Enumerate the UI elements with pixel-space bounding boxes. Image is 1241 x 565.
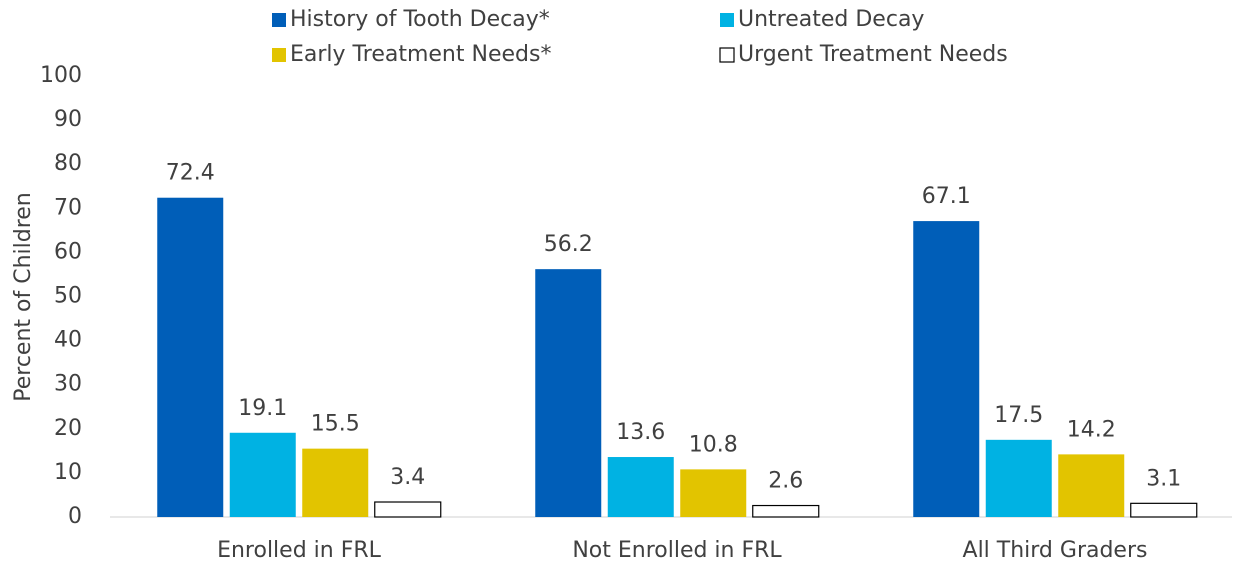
x-tick-label: Not Enrolled in FRL xyxy=(572,538,782,563)
bar xyxy=(1058,454,1125,517)
data-label: 67.1 xyxy=(922,184,971,209)
data-label: 19.1 xyxy=(238,396,287,421)
data-label: 3.1 xyxy=(1146,466,1181,491)
data-label: 17.5 xyxy=(994,403,1043,428)
y-tick-label: 0 xyxy=(68,504,82,529)
y-tick-label: 20 xyxy=(54,416,82,441)
bar xyxy=(229,432,296,517)
x-tick-label: All Third Graders xyxy=(963,538,1148,563)
data-label: 56.2 xyxy=(544,232,593,257)
legend-label: Early Treatment Needs* xyxy=(290,42,551,67)
legend-swatch xyxy=(720,13,734,27)
y-tick-label: 50 xyxy=(54,284,82,309)
y-tick-label: 100 xyxy=(40,63,82,88)
data-label: 2.6 xyxy=(768,469,803,494)
data-label: 10.8 xyxy=(689,432,738,457)
legend-label: Urgent Treatment Needs xyxy=(738,42,1008,67)
legend-swatch xyxy=(272,13,286,27)
y-tick-label: 90 xyxy=(54,107,82,132)
x-tick-label: Enrolled in FRL xyxy=(217,538,382,563)
bar xyxy=(752,504,820,518)
bar xyxy=(535,269,602,517)
bar xyxy=(374,501,442,518)
y-tick-label: 30 xyxy=(54,372,82,397)
y-tick-label: 60 xyxy=(54,239,82,264)
data-label: 72.4 xyxy=(166,161,215,186)
bar xyxy=(302,448,369,517)
bar xyxy=(913,221,980,518)
legend-label: Untreated Decay xyxy=(738,7,924,32)
y-axis-title: Percent of Children xyxy=(11,192,36,402)
y-tick-label: 10 xyxy=(54,460,82,485)
y-tick-label: 80 xyxy=(54,151,82,176)
data-label: 3.4 xyxy=(390,465,425,490)
legend-label: History of Tooth Decay* xyxy=(290,7,550,32)
data-label: 13.6 xyxy=(616,420,665,445)
bar xyxy=(1130,502,1198,518)
bar xyxy=(607,457,674,517)
y-tick-label: 40 xyxy=(54,328,82,353)
y-tick-label: 70 xyxy=(54,195,82,220)
bar xyxy=(680,469,747,517)
data-label: 14.2 xyxy=(1067,417,1116,442)
bar xyxy=(985,439,1052,517)
bar xyxy=(157,197,224,517)
data-label: 15.5 xyxy=(311,412,360,437)
legend-swatch xyxy=(719,47,735,63)
legend-swatch xyxy=(272,48,286,62)
